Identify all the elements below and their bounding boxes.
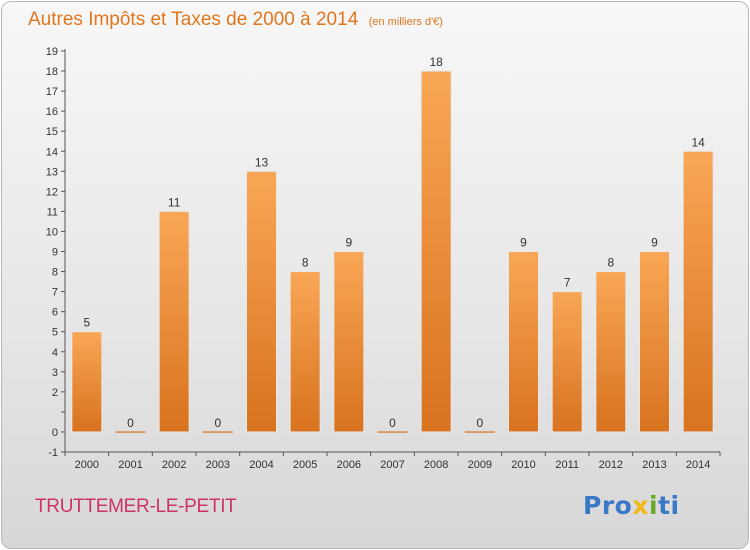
data-label-2000: 5 — [83, 316, 90, 330]
y-tick-label: 19 — [46, 46, 58, 58]
bar-2013 — [639, 251, 670, 433]
bar-2004 — [246, 170, 277, 433]
chart-title: Autres Impôts et Taxes de 2000 à 2014 — [28, 9, 359, 30]
y-tick-label: 12 — [46, 186, 58, 198]
y-tick-label: 2 — [52, 387, 58, 399]
x-tick-label: 2002 — [162, 459, 186, 471]
y-tick-label: 18 — [46, 66, 58, 78]
bar-2002 — [158, 210, 190, 433]
y-tick-label: 16 — [46, 106, 58, 118]
data-label-2009: 0 — [476, 416, 483, 430]
y-tick-label: 8 — [52, 267, 58, 279]
x-tick-label: 2014 — [686, 459, 710, 471]
x-tick-label: 2000 — [75, 459, 99, 471]
data-label-2004: 13 — [255, 155, 269, 169]
y-tick-label: 6 — [52, 307, 58, 319]
y-tick-label: -1 — [48, 447, 58, 459]
x-tick-label: 2013 — [642, 459, 666, 471]
logo-letter: r — [601, 491, 615, 520]
bar-2003 — [202, 431, 233, 433]
y-tick-label: 5 — [52, 327, 58, 339]
bar-2001 — [115, 431, 146, 433]
bar-2000 — [71, 331, 103, 433]
y-tick-label: 13 — [46, 166, 58, 178]
axes: -1 0 2 3 4 5 6 7 8 9 10 11 12 13 14 15 16 17 18 19 2000 2001 2… — [46, 46, 721, 471]
bar-2008 — [420, 70, 452, 433]
x-tick-label: 2005 — [293, 459, 317, 471]
x-tick-label: 2003 — [206, 459, 230, 471]
data-labels: 5 0 11 0 13 8 9 0 18 0 9 7 8 9 14 — [83, 55, 705, 430]
bar-2014 — [682, 150, 714, 433]
data-label-2008: 18 — [429, 55, 443, 69]
logo-letter: P — [583, 491, 602, 520]
y-tick-label: 15 — [46, 126, 58, 138]
y-tick-label: 3 — [52, 367, 58, 379]
data-label-2007: 0 — [389, 416, 396, 430]
data-label-2005: 8 — [302, 256, 309, 270]
data-label-2001: 0 — [127, 416, 134, 430]
logo-letter: i — [670, 491, 680, 520]
x-tick-label: 2009 — [468, 459, 492, 471]
x-tick-label: 2001 — [118, 459, 142, 471]
bar-2012 — [595, 271, 627, 433]
bar-2010 — [508, 251, 539, 433]
bar-2011 — [551, 291, 583, 433]
logo-letter: x — [632, 491, 649, 520]
bar-2005 — [289, 271, 321, 433]
data-label-2003: 0 — [214, 416, 221, 430]
x-tick-label: 2004 — [249, 459, 273, 471]
data-label-2006: 9 — [345, 236, 352, 250]
logo-letter: t — [658, 491, 671, 520]
data-label-2011: 7 — [564, 276, 571, 290]
x-tick-label: 2007 — [380, 459, 404, 471]
logo-letter: o — [614, 491, 633, 520]
y-tick-label: 14 — [46, 146, 58, 158]
data-label-2013: 9 — [651, 236, 658, 250]
y-tick-label: 10 — [46, 226, 58, 238]
y-tick-label: 0 — [52, 427, 58, 439]
title-row: Autres Impôts et Taxes de 2000 à 2014 (e… — [28, 9, 443, 31]
bar-2009 — [464, 431, 495, 433]
bars — [71, 70, 714, 433]
bar-2007 — [377, 431, 408, 433]
y-tick-label: 7 — [52, 287, 58, 299]
x-tick-label: 2010 — [511, 459, 535, 471]
x-tick-label: 2008 — [424, 459, 448, 471]
y-tick-label: 17 — [46, 86, 58, 98]
logo-letter: i — [649, 491, 659, 520]
data-label-2010: 9 — [520, 236, 527, 250]
y-tick-label: 11 — [47, 206, 58, 218]
chart-unit: (en milliers d'€) — [368, 16, 443, 28]
x-tick-label: 2012 — [599, 459, 623, 471]
data-label-2002: 11 — [168, 195, 181, 209]
x-tick-label: 2011 — [555, 459, 579, 471]
x-tick-label: 2006 — [337, 459, 361, 471]
data-label-2014: 14 — [691, 135, 705, 149]
commune-name: TRUTTEMER-LE-PETIT — [35, 496, 237, 517]
bar-2006 — [333, 251, 365, 433]
data-label-2012: 8 — [607, 256, 614, 270]
y-tick-label: 9 — [52, 247, 58, 259]
y-tick-label: 4 — [52, 347, 58, 359]
proxiti-logo: Proxiti — [583, 491, 680, 520]
